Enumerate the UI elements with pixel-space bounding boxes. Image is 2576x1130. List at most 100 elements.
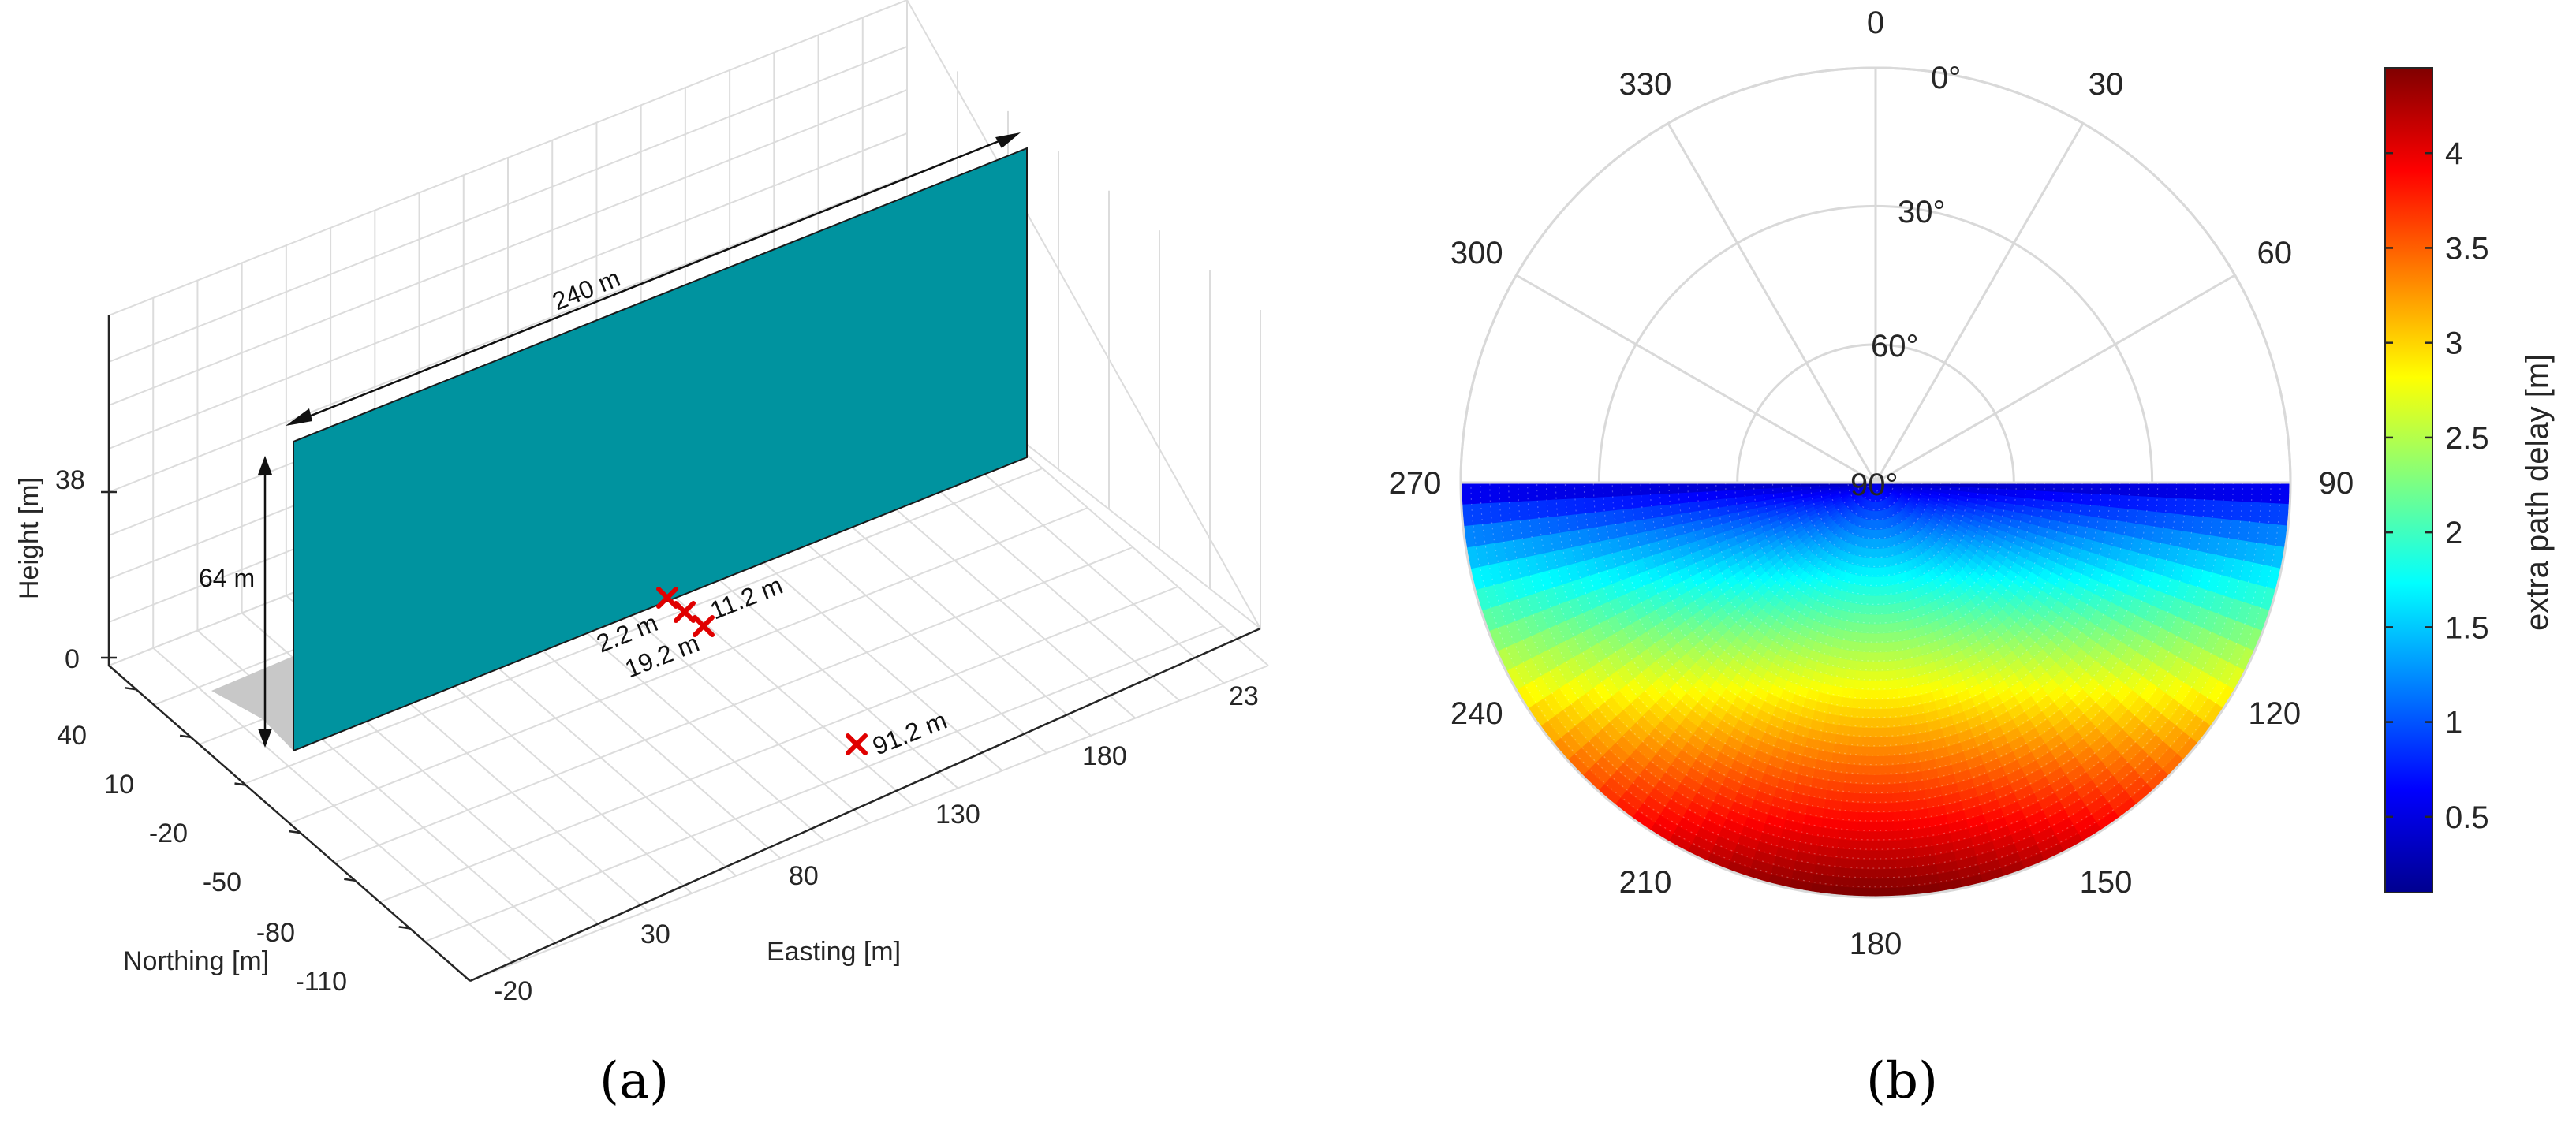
delay-cell — [1875, 792, 1893, 804]
delay-cell — [2167, 483, 2178, 499]
y-tick-mark-4 — [344, 878, 356, 882]
delay-cell — [1892, 810, 1912, 822]
delay-cell — [1838, 706, 1853, 718]
delay-cell — [1841, 687, 1854, 699]
delay-cell — [1902, 648, 1913, 660]
delay-cell — [1630, 483, 1641, 496]
delay-cell — [1897, 687, 1910, 699]
delay-cell — [1753, 494, 1764, 502]
colorbar-tick-3: 2 — [2445, 516, 2462, 550]
delay-cell — [1891, 782, 1909, 794]
delay-cell — [1846, 744, 1862, 756]
delay-cell — [1893, 650, 1904, 662]
delay-cell — [1997, 488, 2008, 497]
theta-tick-30: 30 — [2089, 67, 2124, 102]
delay-cell — [1854, 868, 1876, 879]
delay-cell — [1583, 483, 1594, 498]
x-tick-0: -20 — [494, 976, 532, 1006]
delay-cell — [1891, 792, 1910, 804]
theta-tick-300: 300 — [1450, 236, 1503, 270]
delay-cell — [1844, 668, 1857, 680]
theta-tick-270: 270 — [1389, 466, 1442, 501]
delay-cell — [1857, 802, 1876, 813]
delay-cell — [1715, 498, 1727, 509]
y-tick-4: -80 — [256, 918, 295, 948]
panel-a-3d-scene: 0 38 40 10 -20 -50 -80-110 -20 30 80 130 180 23 H… — [14, 0, 1269, 1110]
delay-cell — [1871, 558, 1876, 568]
y-tick-mark-2 — [234, 782, 246, 786]
colorbar — [2384, 67, 2433, 893]
delay-cell — [1602, 483, 1613, 498]
receiver-marker-2 — [693, 615, 715, 637]
delay-cell — [1891, 800, 1911, 813]
delay-cell — [1698, 509, 1710, 520]
delay-cell — [1875, 699, 1888, 710]
delay-cell — [2147, 496, 2159, 513]
theta-grid-60 — [1875, 274, 2236, 484]
y-tick-5: -110 — [295, 967, 347, 997]
delay-cell — [1875, 764, 1891, 775]
delay-cell — [1880, 576, 1887, 587]
delay-cell — [1545, 483, 1556, 501]
delay-cell — [1875, 670, 1887, 681]
delay-cell — [1875, 651, 1886, 662]
delay-cell — [2111, 483, 2122, 496]
caption-b: (b) — [1866, 1052, 1938, 1110]
wall-height-label: 64 m — [199, 564, 255, 592]
delay-cell — [1842, 677, 1856, 689]
caption-a: (a) — [599, 1052, 669, 1110]
delay-cell — [1875, 595, 1883, 606]
y-tick-0: 40 — [57, 721, 87, 751]
delay-cell — [1848, 725, 1864, 737]
delay-cell — [2044, 483, 2055, 493]
delay-cell — [2223, 483, 2234, 502]
delay-cell — [2128, 495, 2140, 511]
delay-cell — [1875, 718, 1889, 729]
delay-cell — [2137, 496, 2149, 512]
delay-cell — [1879, 547, 1884, 558]
delay-cell — [2033, 498, 2045, 510]
delay-cell — [2175, 498, 2187, 516]
delay-cell — [1859, 623, 1869, 634]
delay-cell — [1870, 567, 1876, 577]
delay-cell — [1875, 548, 1880, 558]
delay-cell — [2101, 483, 2112, 495]
delay-cell — [2157, 483, 2168, 498]
delay-cell — [1708, 507, 1719, 519]
delay-cell — [2063, 492, 2074, 504]
delay-cell — [1857, 821, 1876, 832]
y-tick-mark-5 — [398, 926, 410, 930]
receiver-marker-3 — [846, 733, 868, 755]
delay-cell — [1875, 613, 1883, 625]
theta-grid-330 — [1667, 122, 1877, 483]
colorbar-tick-0: 0.5 — [2445, 800, 2489, 835]
delay-cell — [1890, 763, 1907, 775]
theta-tick-330: 330 — [1619, 67, 1672, 102]
delay-cell — [2195, 483, 2206, 501]
wall — [293, 147, 1028, 752]
receiver-marker-0 — [656, 587, 678, 609]
delay-cell — [1875, 859, 1896, 870]
delay-cell — [1856, 840, 1876, 851]
delay-cell — [1867, 623, 1876, 634]
delay-cell — [1875, 510, 1878, 521]
delay-cell — [2205, 483, 2216, 501]
theta-grid-30 — [1874, 122, 2085, 483]
delay-cell — [1848, 640, 1860, 652]
z-tick-38: 38 — [55, 465, 85, 495]
y-tick-mark-1 — [179, 734, 192, 739]
y-tick-mark-0 — [125, 687, 136, 691]
delay-cell — [1887, 707, 1901, 718]
delay-cell — [2082, 483, 2093, 494]
delay-cell — [1621, 494, 1633, 510]
delay-cell — [1875, 811, 1894, 822]
delay-cell — [1875, 529, 1880, 540]
delay-cell — [1677, 483, 1688, 494]
delay-cell — [1592, 496, 1604, 513]
delay-cell — [1875, 539, 1880, 549]
delay-cell — [1889, 744, 1905, 756]
theta-tick-90: 90 — [2319, 466, 2354, 501]
delay-scatter — [1461, 483, 2290, 897]
delay-cell — [1545, 498, 1558, 518]
r-tick-30: 30° — [1898, 195, 1946, 229]
